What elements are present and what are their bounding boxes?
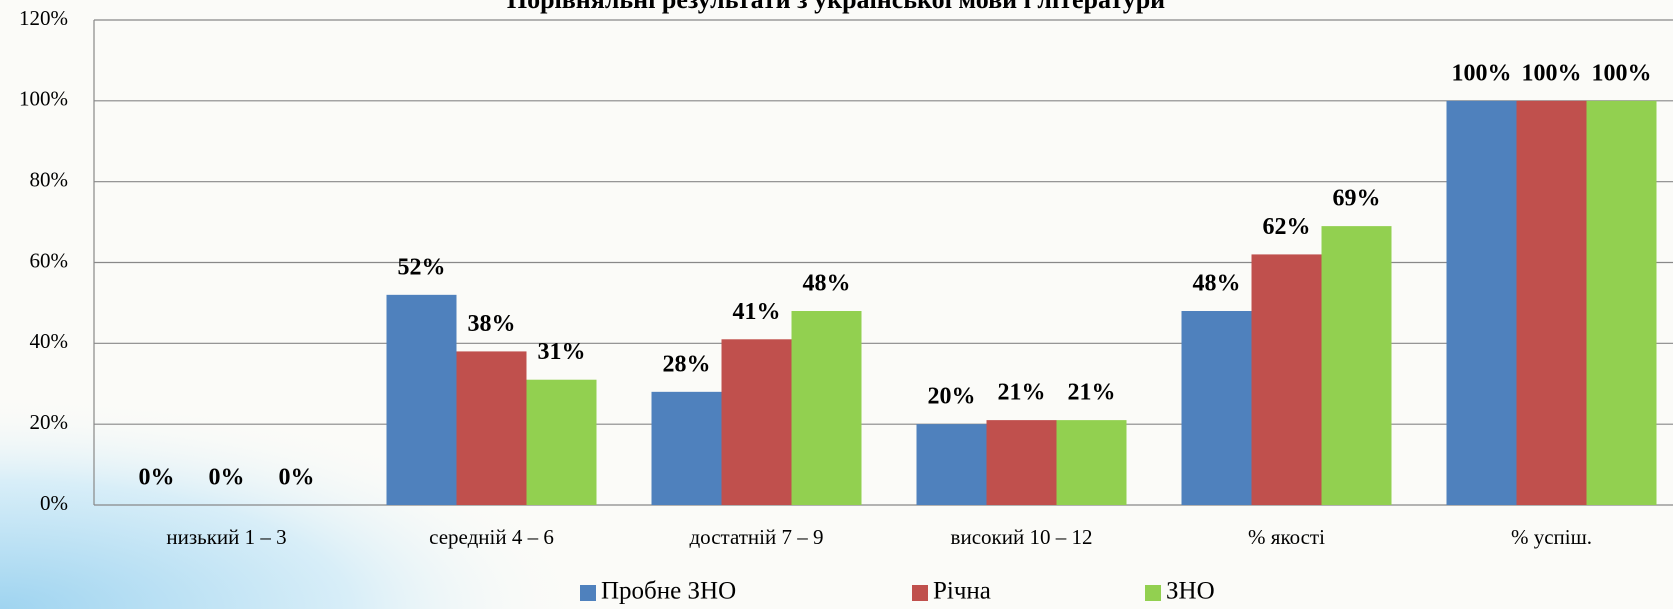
y-tick-label: 20% bbox=[30, 410, 69, 434]
value-label: 48% bbox=[803, 271, 851, 297]
legend-swatch bbox=[580, 585, 596, 601]
legend-swatch bbox=[912, 585, 928, 601]
value-label: 41% bbox=[733, 299, 781, 325]
bar bbox=[1251, 254, 1322, 505]
bar bbox=[986, 420, 1057, 505]
bar bbox=[1446, 100, 1517, 505]
x-tick-label: низький 1 – 3 bbox=[166, 525, 286, 549]
legend-label: Пробне ЗНО bbox=[601, 578, 736, 605]
x-tick-label: високий 10 – 12 bbox=[951, 525, 1093, 549]
bar bbox=[1181, 311, 1252, 505]
bar bbox=[1056, 420, 1127, 505]
legend-label: ЗНО bbox=[1166, 578, 1215, 605]
value-label: 28% bbox=[663, 351, 711, 377]
legend-label: Річна bbox=[933, 578, 991, 605]
bar bbox=[721, 339, 792, 505]
value-label: 69% bbox=[1333, 186, 1381, 212]
y-tick-label: 40% bbox=[30, 329, 69, 353]
value-label: 0% bbox=[279, 465, 315, 491]
value-label: 100% bbox=[1452, 60, 1512, 86]
y-tick-label: 0% bbox=[40, 491, 68, 515]
bar bbox=[791, 311, 862, 505]
value-label: 0% bbox=[209, 465, 245, 491]
value-label: 48% bbox=[1193, 271, 1241, 297]
value-label: 21% bbox=[998, 380, 1046, 406]
bar bbox=[526, 379, 597, 505]
bar bbox=[386, 294, 457, 505]
y-tick-label: 100% bbox=[19, 87, 68, 111]
value-label: 52% bbox=[398, 254, 446, 280]
bar bbox=[456, 351, 527, 505]
value-label: 100% bbox=[1522, 60, 1582, 86]
x-tick-label: достатній 7 – 9 bbox=[690, 525, 824, 549]
value-label: 31% bbox=[538, 339, 586, 365]
value-label: 100% bbox=[1592, 60, 1652, 86]
y-tick-label: 60% bbox=[30, 248, 69, 272]
bar bbox=[916, 424, 987, 505]
x-tick-label: середній 4 – 6 bbox=[429, 525, 554, 549]
value-label: 62% bbox=[1263, 214, 1311, 240]
legend-swatch bbox=[1145, 585, 1161, 601]
chart-title: Порівняльні результати з української мов… bbox=[507, 0, 1165, 14]
bar bbox=[1321, 226, 1392, 505]
x-tick-label: % успіш. bbox=[1511, 525, 1592, 549]
bar bbox=[1586, 100, 1657, 505]
x-tick-label: % якості bbox=[1248, 525, 1325, 549]
value-label: 0% bbox=[139, 465, 175, 491]
value-label: 38% bbox=[468, 311, 516, 337]
value-label: 20% bbox=[928, 384, 976, 410]
y-tick-label: 80% bbox=[30, 167, 69, 191]
value-label: 21% bbox=[1068, 380, 1116, 406]
bar bbox=[651, 391, 722, 505]
bar bbox=[1516, 100, 1587, 505]
y-tick-label: 120% bbox=[19, 6, 68, 30]
